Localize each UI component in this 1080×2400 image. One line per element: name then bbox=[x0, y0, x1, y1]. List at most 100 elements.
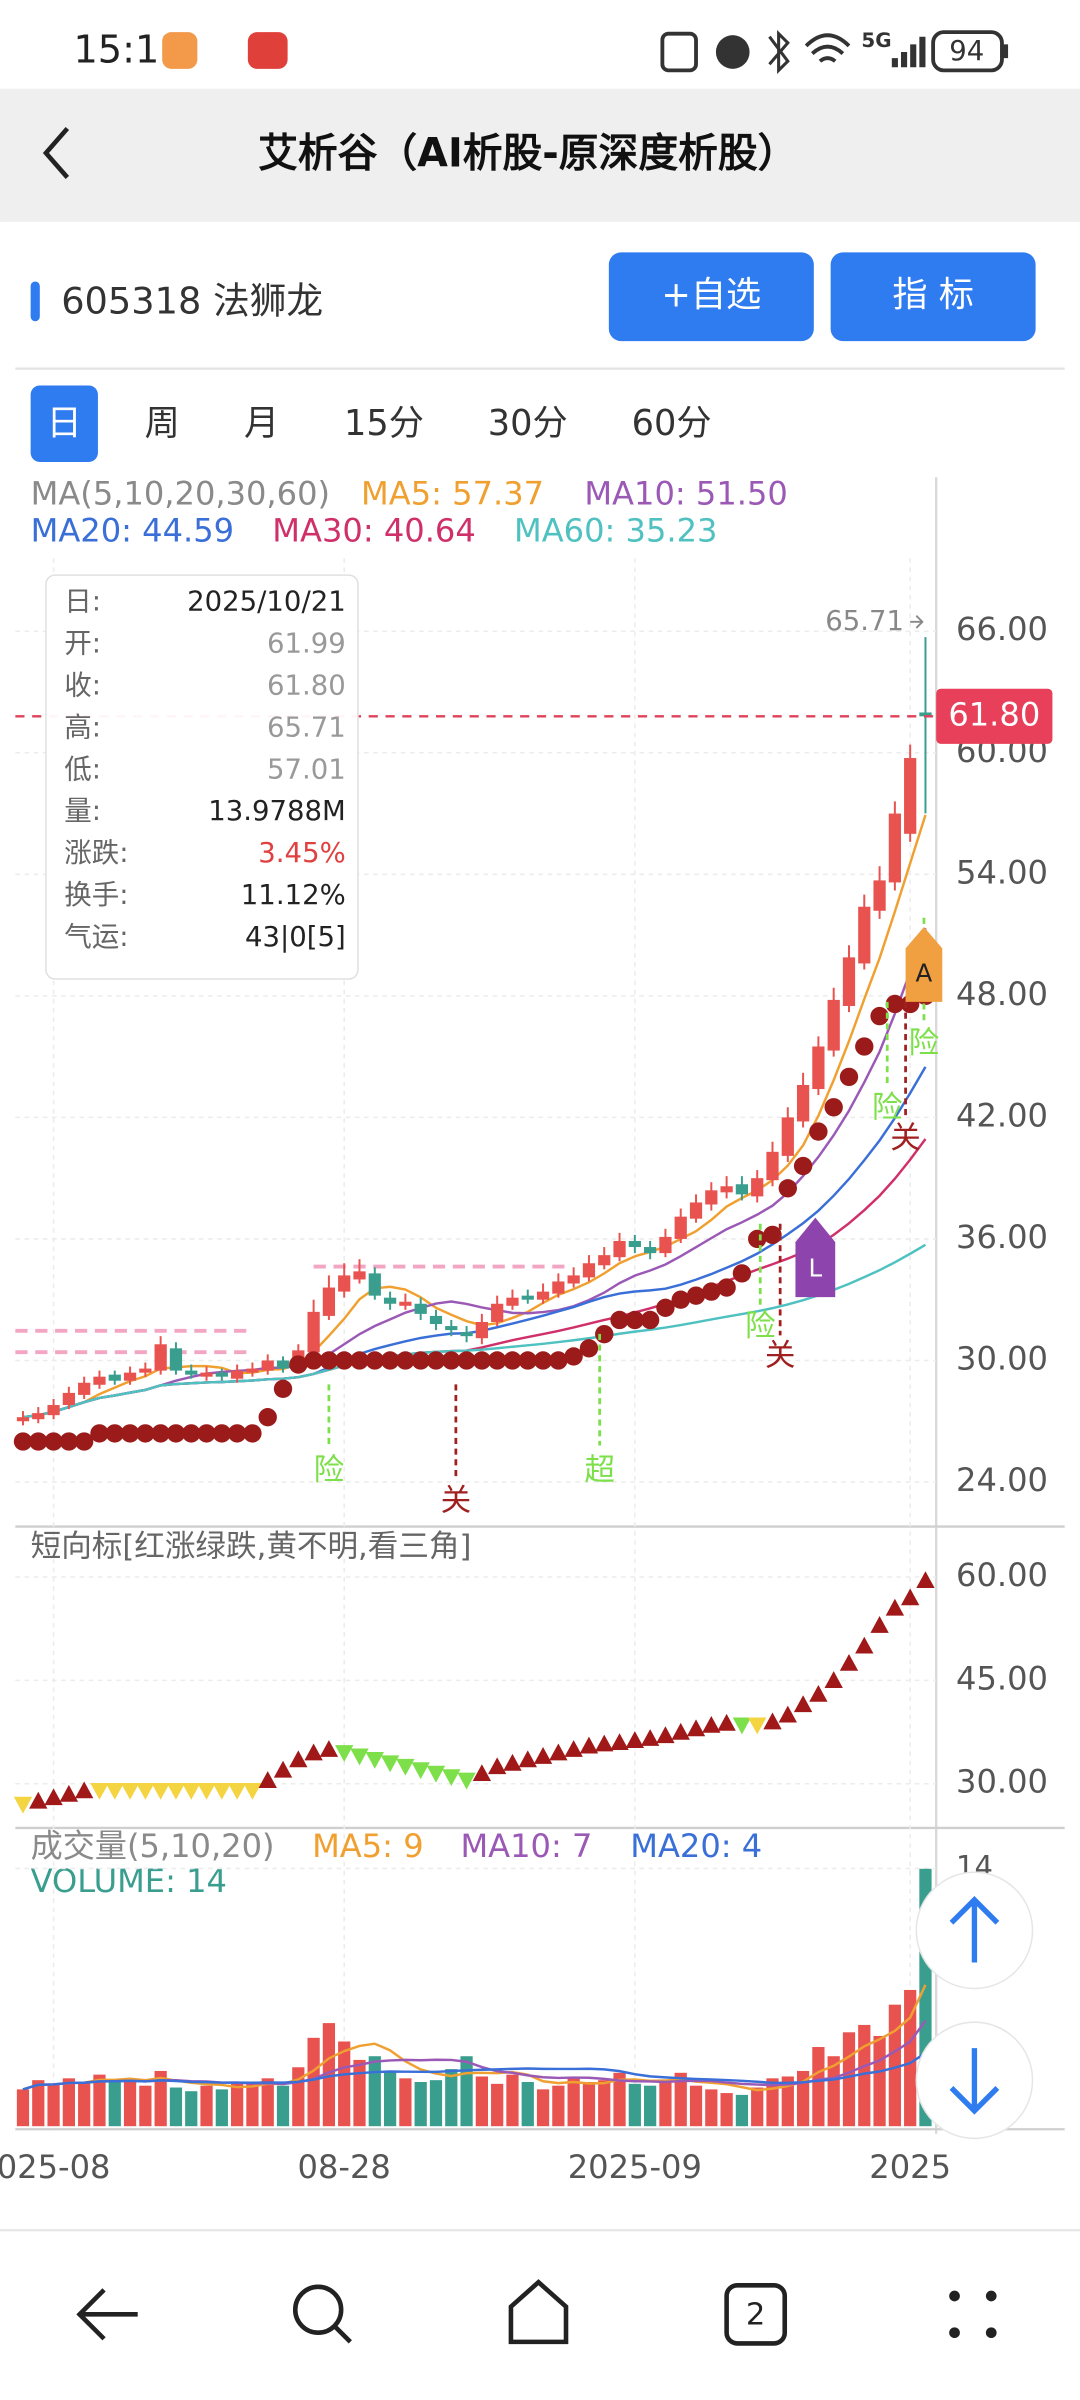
candle-body bbox=[812, 1046, 825, 1090]
signal-label: 险 bbox=[745, 1309, 776, 1344]
signal-dot bbox=[686, 1286, 706, 1305]
period-tab[interactable]: 60分 bbox=[632, 403, 712, 444]
y-tick-label: 48.00 bbox=[956, 975, 1048, 1013]
tab-active-bg[interactable] bbox=[30, 385, 98, 462]
add-watchlist-button[interactable] bbox=[608, 252, 814, 342]
candle-body bbox=[781, 1117, 794, 1156]
nav-home[interactable] bbox=[508, 2279, 569, 2345]
network-label: 5G bbox=[861, 29, 891, 52]
trend-triangle bbox=[442, 1769, 461, 1787]
volume-bar bbox=[842, 2032, 856, 2127]
trend-triangle bbox=[350, 1748, 369, 1766]
last-price-tag bbox=[936, 688, 1053, 744]
volume-bar bbox=[858, 2024, 871, 2127]
volume-bar bbox=[353, 2059, 366, 2127]
candle-body bbox=[429, 1315, 443, 1325]
candle-body bbox=[307, 1311, 320, 1353]
trend-triangle bbox=[120, 1782, 140, 1800]
nav-search[interactable] bbox=[292, 2284, 344, 2335]
tooltip-label: 换手: bbox=[64, 879, 128, 911]
volume-bar bbox=[536, 2089, 550, 2127]
signal-dot bbox=[227, 1424, 247, 1443]
volume-bar bbox=[108, 2080, 121, 2127]
volume-bar bbox=[231, 2082, 244, 2127]
y-tick-label: 54.00 bbox=[956, 853, 1048, 891]
period-tab[interactable]: 周 bbox=[145, 403, 180, 444]
trend-triangle bbox=[855, 1636, 874, 1654]
trend-triangle bbox=[29, 1791, 48, 1809]
signal-dot bbox=[136, 1424, 155, 1443]
trend-triangle bbox=[916, 1571, 935, 1589]
tooltip-value: 61.99 bbox=[267, 628, 346, 660]
trend-triangle bbox=[809, 1684, 828, 1702]
signal-dot bbox=[625, 1310, 645, 1330]
candle-body bbox=[414, 1303, 427, 1314]
volume-bar bbox=[246, 2083, 259, 2127]
candle-body bbox=[139, 1368, 152, 1373]
volume-bar bbox=[78, 2082, 91, 2127]
volume-bar bbox=[383, 2070, 397, 2127]
nav-tabs[interactable] bbox=[724, 2282, 788, 2346]
volume-bar bbox=[169, 2087, 183, 2127]
trend-triangle bbox=[472, 1764, 492, 1782]
candle-body bbox=[598, 1255, 611, 1266]
tooltip-label: 量: bbox=[64, 795, 101, 827]
menu-dot bbox=[985, 2290, 997, 2302]
candle-body bbox=[16, 1417, 30, 1422]
candle-body bbox=[582, 1263, 596, 1278]
signal-dot bbox=[533, 1351, 553, 1370]
candle-body bbox=[796, 1084, 810, 1122]
volume-bar bbox=[521, 2082, 534, 2127]
trend-triangle bbox=[182, 1782, 201, 1800]
signal-dot bbox=[702, 1282, 721, 1301]
candle-body bbox=[751, 1178, 764, 1197]
ma-legend: MA(5,10,20,30,60) MA5: 57.37 MA10: 51.50MA… bbox=[31, 475, 788, 550]
volume-bar bbox=[720, 2093, 733, 2127]
volume-bar bbox=[475, 2076, 488, 2127]
back-button[interactable] bbox=[42, 126, 70, 179]
candle-body bbox=[628, 1240, 641, 1248]
candle-body bbox=[108, 1374, 121, 1381]
trend-triangle bbox=[197, 1782, 216, 1800]
wifi-icon bbox=[804, 33, 851, 63]
volume-bar bbox=[812, 2047, 825, 2127]
tooltip-label: 日: bbox=[64, 586, 101, 618]
candle-body bbox=[735, 1184, 749, 1195]
period-tab[interactable]: 月 bbox=[244, 403, 279, 444]
signal-dot bbox=[839, 1067, 859, 1087]
signal-dot bbox=[426, 1351, 446, 1370]
legend-entry: MA(5,10,20,30,60) bbox=[31, 475, 330, 513]
nav-back[interactable] bbox=[76, 2288, 138, 2341]
signal-label: 险 bbox=[314, 1453, 345, 1488]
menu-dot bbox=[949, 2327, 960, 2339]
candle-body bbox=[154, 1344, 167, 1371]
period-tab[interactable]: 30分 bbox=[488, 403, 568, 444]
candle-body bbox=[460, 1332, 473, 1337]
volume-ma-line bbox=[22, 2051, 927, 2091]
charts: 025-08 08-28 2025-09 2025 24.00 30.00 36.00 42.… bbox=[0, 558, 1053, 2186]
button-label[interactable]: 指 标 bbox=[892, 275, 974, 316]
indicator-button[interactable] bbox=[830, 252, 1036, 342]
candle-body bbox=[338, 1275, 351, 1292]
high-pointer bbox=[910, 615, 924, 629]
volume-bar bbox=[674, 2072, 687, 2127]
volume-bar bbox=[460, 2056, 473, 2127]
signal-dot bbox=[763, 1225, 782, 1245]
signal-dot bbox=[824, 1098, 843, 1117]
page-title: 艾析谷（AI析股-原深度析股） bbox=[258, 131, 797, 177]
period-tab[interactable]: 15分 bbox=[344, 403, 424, 444]
period-tabs: 日 周 月 15分 30分 60分 bbox=[30, 385, 712, 462]
y-tick-label: 66.00 bbox=[956, 610, 1048, 648]
candle-body bbox=[475, 1321, 488, 1339]
trend-triangle bbox=[258, 1771, 277, 1788]
candle-body bbox=[322, 1287, 336, 1316]
trend-triangle bbox=[426, 1765, 446, 1783]
trend-triangle bbox=[151, 1782, 170, 1800]
button-label[interactable]: +自选 bbox=[661, 275, 761, 316]
candle-body bbox=[888, 813, 901, 883]
period-tab[interactable]: 日 bbox=[47, 403, 82, 444]
trend-triangle bbox=[640, 1729, 660, 1746]
nav-menu[interactable] bbox=[949, 2290, 997, 2339]
candle-body bbox=[842, 957, 856, 1006]
legend-entry: MA10: 51.50 bbox=[584, 475, 787, 513]
